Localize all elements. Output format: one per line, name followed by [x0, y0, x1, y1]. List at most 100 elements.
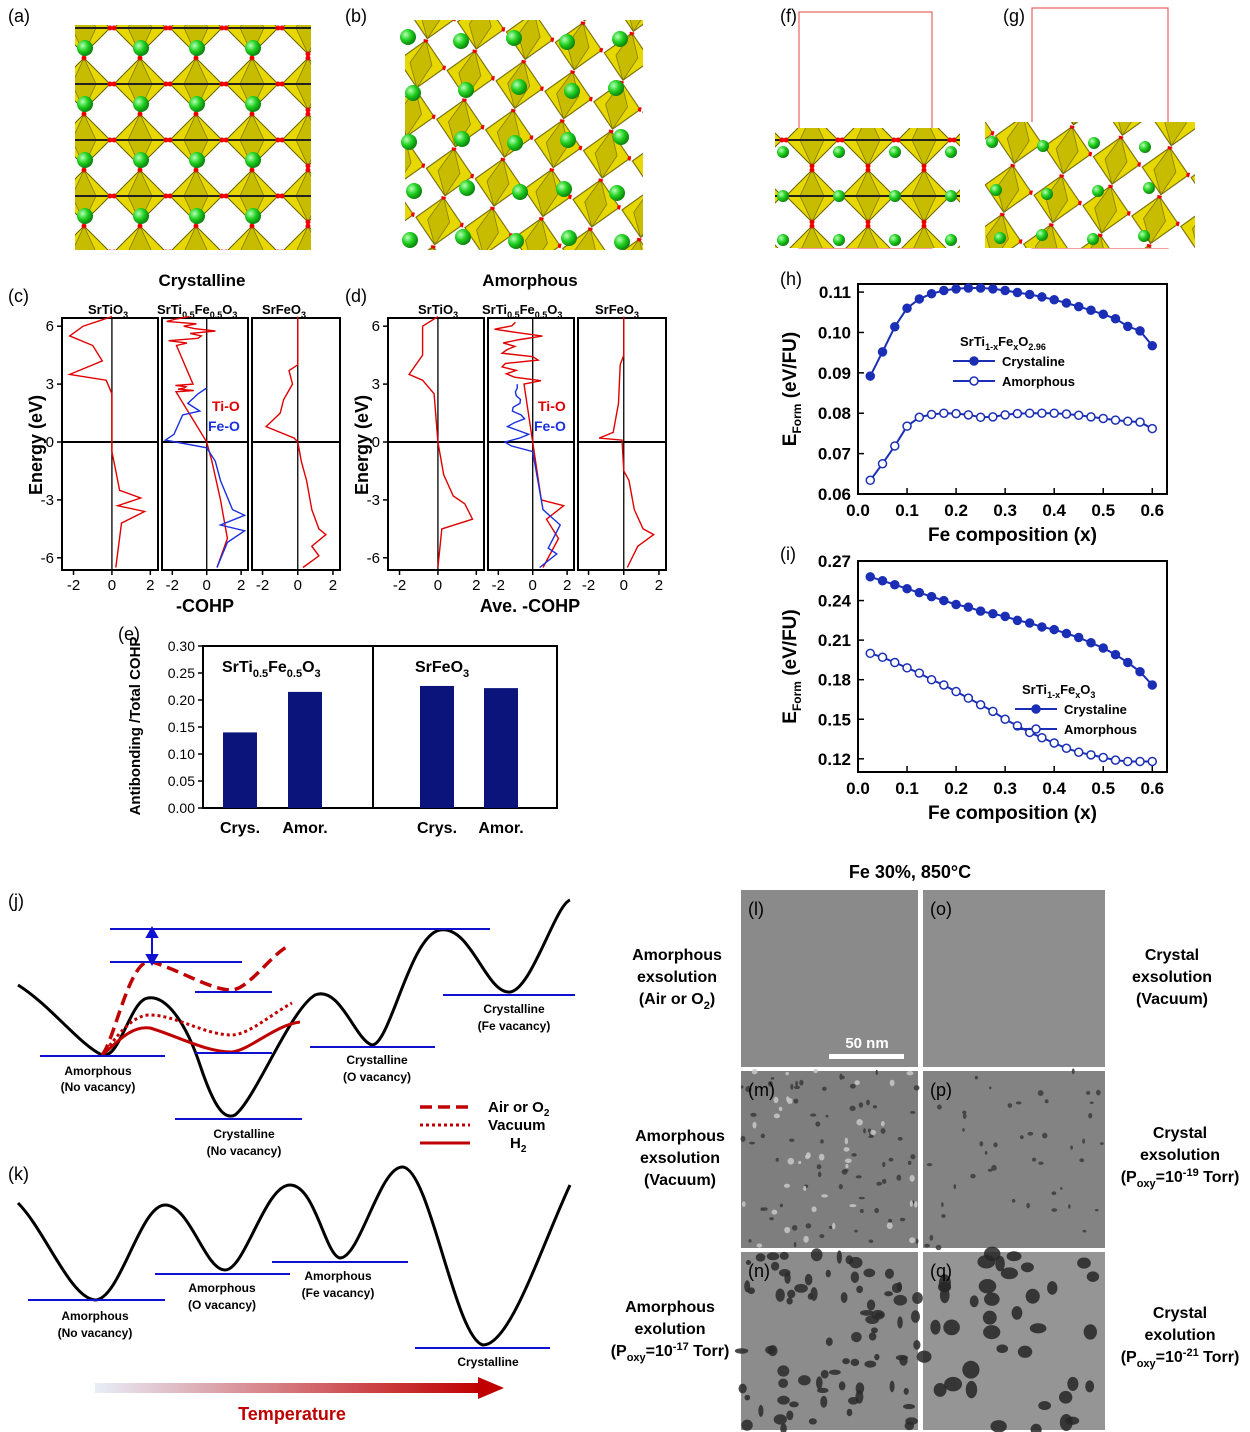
sr-atom	[507, 135, 523, 151]
tem-particle	[996, 1344, 1009, 1354]
tem-particle	[855, 1382, 865, 1395]
data-point	[1037, 408, 1047, 418]
x-tick-label: -2	[67, 577, 80, 594]
tem-particle	[984, 1150, 988, 1155]
label-amor-nov-a: Amorphous	[61, 1309, 129, 1323]
x-tick-label: -2	[582, 577, 595, 594]
tem-particle	[1030, 1423, 1042, 1432]
data-point	[1110, 755, 1121, 765]
x-tick-label: 0.5	[1091, 501, 1115, 520]
y-tick-label: 6	[372, 318, 380, 335]
tem-particle	[912, 1292, 923, 1305]
tem-particle	[924, 1243, 930, 1248]
tem-particle	[778, 1378, 789, 1389]
tem-particle	[926, 1163, 933, 1167]
cohp-amorphous: Amorphous SrTiO3 SrTi0.5Fe0.5O3 SrFeO3 -…	[352, 271, 667, 616]
x-tick-label: -2	[393, 577, 406, 594]
tem-particle	[1042, 1132, 1048, 1139]
tem-particle	[889, 1079, 895, 1087]
curve-feo-d2	[503, 384, 562, 569]
data-point	[975, 412, 986, 423]
x-tick-label: 0.1	[895, 779, 919, 798]
x-tick-label: 0	[434, 577, 442, 594]
bar-y-tick-label: 0.10	[168, 746, 195, 762]
tem-particle	[953, 1184, 957, 1190]
tem-image-l	[741, 890, 918, 1067]
data-point	[1110, 415, 1121, 425]
tem-particle	[858, 1102, 864, 1108]
label-i: (i)	[780, 544, 796, 564]
data-point	[1061, 743, 1072, 754]
tem-particle	[886, 1222, 893, 1230]
tem-particle	[962, 1110, 967, 1115]
tem-particle	[1088, 1112, 1093, 1119]
data-point	[988, 609, 998, 619]
bar-y-tick-label: 0.20	[168, 692, 195, 708]
sr-atom	[1087, 233, 1099, 245]
tem-particle	[758, 1404, 764, 1417]
sr-atom	[1036, 229, 1048, 241]
tem-particle	[863, 1128, 866, 1134]
curve-feo-d3	[598, 316, 656, 568]
data-point	[1147, 341, 1158, 351]
tem-particle	[868, 1239, 874, 1244]
data-point	[1049, 738, 1059, 748]
tem-particle	[777, 1395, 790, 1405]
label-crystalline-k: Crystalline	[457, 1355, 519, 1369]
tem-particle	[965, 1380, 978, 1399]
legend-marker	[969, 356, 979, 366]
tem-particle	[1025, 1288, 1040, 1304]
tem-particle	[870, 1129, 876, 1136]
data-point	[1012, 287, 1023, 298]
sr-atom	[833, 190, 845, 202]
y-tick-label: 0.11	[819, 283, 851, 302]
tem-particle	[770, 1076, 775, 1080]
data-point	[975, 606, 986, 616]
sub-srfeo3-d: SrFeO3	[595, 302, 639, 320]
x-tick-label: 0	[529, 577, 537, 594]
tem-particle	[775, 1157, 779, 1162]
data-point	[939, 680, 949, 690]
tem-particle	[850, 1358, 860, 1367]
tem-particle	[876, 1181, 883, 1186]
tem-particle	[1079, 1158, 1085, 1163]
label-l: (l)	[748, 899, 764, 919]
tem-particle	[849, 1083, 856, 1089]
x-tick-label: 2	[146, 577, 154, 594]
tem-particle	[750, 1112, 757, 1117]
cohp-box-0	[387, 317, 485, 571]
tem-particle	[884, 1268, 894, 1279]
data-point	[1000, 285, 1010, 296]
data-point	[890, 441, 900, 451]
scale-bar-label: 50 nm	[845, 1035, 888, 1052]
tem-particle	[828, 1225, 833, 1229]
data-point	[963, 602, 974, 612]
data-point	[1073, 301, 1084, 312]
tem-particle	[995, 1255, 1005, 1272]
y-tick-label: 0.21	[818, 631, 851, 650]
tem-particle	[798, 1375, 811, 1386]
tem-particle	[811, 1206, 817, 1213]
x-tick-label: 0.2	[944, 501, 968, 520]
tem-particle	[865, 1315, 880, 1324]
tem-particle	[944, 1376, 963, 1392]
tem-particle	[831, 1222, 836, 1230]
sr-atom	[508, 233, 524, 249]
tem-particle	[744, 1394, 751, 1401]
x-axis-label: Fe composition (x)	[928, 525, 1097, 546]
tem-p-line1: Crystal	[1153, 1125, 1207, 1142]
temperature-arrow-icon	[478, 1377, 504, 1399]
sr-atom	[889, 234, 901, 246]
data-point	[1098, 309, 1108, 320]
energy-path-k	[16, 1165, 572, 1347]
tem-particle	[810, 1287, 818, 1301]
label-a: (a)	[8, 6, 30, 26]
tem-particle	[914, 1200, 918, 1208]
tem-particle	[881, 1178, 887, 1184]
tem-particle	[854, 1229, 858, 1233]
cohp-ylabel-d: Energy (eV)	[352, 395, 372, 495]
label-f: (f)	[780, 6, 797, 26]
tem-particle	[841, 1169, 848, 1175]
bar-y-tick-label: 0.15	[168, 719, 195, 735]
tem-particle	[794, 1283, 808, 1293]
